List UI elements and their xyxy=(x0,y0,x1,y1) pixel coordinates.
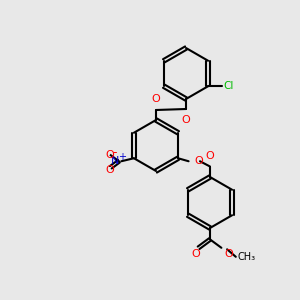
Text: O: O xyxy=(224,249,233,259)
Text: O: O xyxy=(191,249,200,259)
Text: -: - xyxy=(113,146,117,159)
Text: O: O xyxy=(105,165,114,175)
Text: O: O xyxy=(206,151,214,161)
Text: O: O xyxy=(152,94,160,104)
Text: CH₃: CH₃ xyxy=(237,252,255,262)
Text: O: O xyxy=(182,115,190,125)
Text: Cl: Cl xyxy=(223,81,233,91)
Text: O: O xyxy=(194,156,203,166)
Text: O: O xyxy=(105,150,114,160)
Text: +: + xyxy=(118,152,126,162)
Text: N: N xyxy=(110,156,119,166)
